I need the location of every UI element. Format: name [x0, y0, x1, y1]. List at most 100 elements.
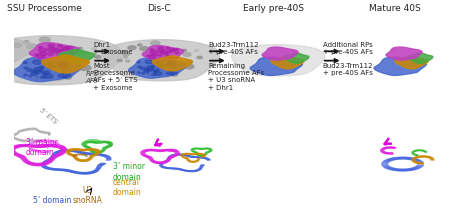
Circle shape	[150, 49, 153, 50]
Circle shape	[47, 73, 56, 77]
Circle shape	[48, 68, 59, 73]
Circle shape	[165, 66, 168, 68]
Circle shape	[64, 62, 75, 67]
Circle shape	[151, 54, 157, 56]
Text: Remaining
Processome AFs
+ U3 snoRNA
+ Dhr1: Remaining Processome AFs + U3 snoRNA + D…	[208, 63, 264, 91]
Circle shape	[78, 51, 88, 55]
Circle shape	[162, 62, 164, 63]
Polygon shape	[59, 49, 95, 64]
Circle shape	[59, 49, 63, 51]
Circle shape	[63, 57, 66, 58]
Circle shape	[34, 67, 43, 72]
Circle shape	[147, 68, 154, 71]
Circle shape	[123, 53, 129, 56]
Circle shape	[162, 63, 171, 67]
Circle shape	[135, 74, 139, 77]
Circle shape	[44, 74, 53, 78]
Circle shape	[174, 64, 177, 65]
Circle shape	[29, 75, 32, 77]
Circle shape	[47, 53, 54, 55]
Circle shape	[158, 50, 161, 51]
Circle shape	[167, 51, 171, 53]
Polygon shape	[262, 47, 298, 60]
Circle shape	[57, 55, 61, 57]
Circle shape	[169, 70, 173, 71]
Circle shape	[138, 66, 141, 68]
Circle shape	[169, 49, 175, 52]
Circle shape	[172, 61, 180, 65]
Text: AFs: AFs	[85, 79, 98, 85]
Circle shape	[167, 63, 173, 66]
Circle shape	[153, 69, 158, 71]
Circle shape	[183, 53, 191, 56]
Text: Most
Processome
AFs + 5’ ETS
+ Exosome: Most Processome AFs + 5’ ETS + Exosome	[93, 63, 138, 91]
Circle shape	[179, 61, 183, 63]
Circle shape	[69, 51, 73, 52]
Circle shape	[142, 63, 148, 66]
Circle shape	[35, 70, 43, 73]
Circle shape	[155, 70, 160, 72]
Circle shape	[140, 47, 148, 51]
Circle shape	[53, 63, 63, 68]
Circle shape	[53, 76, 63, 81]
Circle shape	[121, 51, 127, 54]
Circle shape	[95, 55, 101, 58]
Polygon shape	[42, 55, 89, 73]
Circle shape	[147, 66, 155, 69]
Circle shape	[76, 60, 87, 65]
Polygon shape	[153, 56, 192, 71]
Text: Early pre-40S: Early pre-40S	[243, 4, 304, 13]
Text: Additional RPs
+ pre-40S AFs: Additional RPs + pre-40S AFs	[323, 42, 373, 55]
Text: 3’ major
domain: 3’ major domain	[26, 138, 58, 157]
Circle shape	[27, 44, 37, 49]
Circle shape	[43, 64, 49, 67]
Circle shape	[117, 59, 122, 62]
Circle shape	[183, 60, 190, 63]
Circle shape	[161, 50, 167, 53]
Circle shape	[23, 62, 27, 63]
Circle shape	[157, 54, 163, 56]
Circle shape	[147, 55, 150, 56]
Circle shape	[155, 62, 161, 64]
Circle shape	[170, 57, 173, 59]
Circle shape	[164, 53, 168, 55]
Circle shape	[59, 61, 69, 65]
Circle shape	[68, 67, 79, 73]
Circle shape	[38, 48, 47, 52]
Polygon shape	[0, 36, 36, 64]
Polygon shape	[395, 56, 428, 69]
Circle shape	[151, 41, 160, 45]
Text: 5’ ETS: 5’ ETS	[39, 108, 59, 126]
Circle shape	[7, 52, 14, 55]
Circle shape	[170, 74, 173, 75]
Circle shape	[45, 58, 56, 63]
Circle shape	[165, 56, 169, 58]
Circle shape	[168, 64, 175, 68]
Text: 3’ minor
domain: 3’ minor domain	[113, 162, 145, 181]
Circle shape	[157, 71, 165, 74]
Circle shape	[145, 60, 153, 64]
Text: central
domain: central domain	[113, 178, 142, 198]
Circle shape	[162, 72, 170, 76]
Circle shape	[43, 71, 50, 74]
Circle shape	[176, 52, 179, 54]
Circle shape	[174, 66, 184, 71]
Circle shape	[66, 56, 73, 59]
Circle shape	[47, 48, 55, 52]
Circle shape	[39, 66, 44, 68]
Circle shape	[78, 47, 82, 49]
Circle shape	[63, 76, 67, 78]
Circle shape	[53, 62, 56, 64]
Circle shape	[41, 63, 52, 68]
Circle shape	[57, 68, 60, 69]
Circle shape	[55, 47, 64, 51]
Circle shape	[144, 70, 149, 73]
Circle shape	[38, 46, 43, 48]
Circle shape	[126, 60, 130, 62]
Circle shape	[67, 65, 71, 66]
Circle shape	[137, 61, 140, 63]
Circle shape	[172, 60, 181, 64]
Circle shape	[24, 51, 33, 56]
Circle shape	[64, 47, 68, 49]
Circle shape	[197, 56, 202, 59]
